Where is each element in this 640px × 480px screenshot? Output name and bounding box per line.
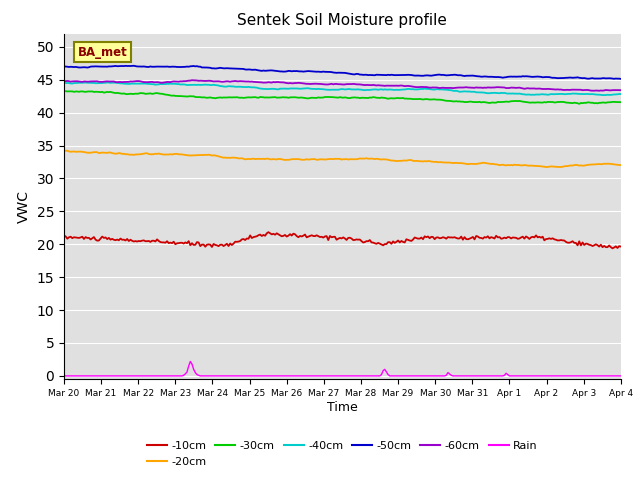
-50cm bbox=[67, 64, 74, 70]
-60cm bbox=[617, 87, 625, 93]
-30cm bbox=[524, 99, 532, 105]
-40cm bbox=[67, 81, 74, 86]
-20cm bbox=[542, 164, 550, 170]
Title: Sentek Soil Moisture profile: Sentek Soil Moisture profile bbox=[237, 13, 447, 28]
Rain bbox=[517, 373, 525, 379]
-30cm bbox=[62, 88, 70, 94]
-30cm bbox=[68, 88, 76, 94]
-30cm bbox=[575, 101, 583, 107]
Rain bbox=[60, 373, 68, 379]
-40cm bbox=[228, 84, 236, 89]
-50cm bbox=[130, 63, 138, 69]
-50cm bbox=[60, 64, 68, 70]
-60cm bbox=[60, 78, 68, 84]
Rain bbox=[67, 373, 74, 379]
-20cm bbox=[63, 148, 71, 154]
Rain bbox=[228, 373, 236, 379]
-30cm bbox=[517, 98, 525, 104]
Rain bbox=[617, 373, 625, 379]
-50cm bbox=[524, 73, 532, 79]
-20cm bbox=[185, 153, 193, 158]
Line: -10cm: -10cm bbox=[64, 232, 621, 248]
-40cm bbox=[617, 91, 625, 97]
-10cm bbox=[227, 240, 234, 246]
-10cm bbox=[60, 233, 68, 239]
Legend: -10cm, -20cm, -30cm, -40cm, -50cm, -60cm, Rain: -10cm, -20cm, -30cm, -40cm, -50cm, -60cm… bbox=[143, 437, 542, 471]
-10cm bbox=[524, 235, 532, 240]
-40cm bbox=[517, 91, 525, 97]
-50cm bbox=[228, 66, 236, 72]
-60cm bbox=[374, 83, 382, 88]
-60cm bbox=[188, 77, 196, 83]
-20cm bbox=[617, 162, 625, 168]
-60cm bbox=[228, 78, 236, 84]
-50cm bbox=[517, 74, 525, 80]
Y-axis label: VWC: VWC bbox=[17, 190, 31, 223]
Line: -30cm: -30cm bbox=[64, 91, 621, 104]
Rain bbox=[183, 369, 191, 375]
-60cm bbox=[67, 79, 74, 84]
-40cm bbox=[374, 87, 382, 93]
-10cm bbox=[374, 240, 382, 246]
-20cm bbox=[60, 148, 68, 154]
Line: -60cm: -60cm bbox=[64, 80, 621, 91]
-30cm bbox=[374, 95, 382, 101]
-40cm bbox=[524, 92, 532, 97]
Line: -50cm: -50cm bbox=[64, 66, 621, 79]
-10cm bbox=[517, 235, 525, 240]
-20cm bbox=[517, 163, 525, 168]
-60cm bbox=[517, 85, 525, 91]
Rain bbox=[374, 373, 382, 379]
-30cm bbox=[185, 94, 193, 99]
-40cm bbox=[185, 82, 193, 88]
-10cm bbox=[617, 244, 625, 250]
-40cm bbox=[598, 92, 606, 98]
X-axis label: Time: Time bbox=[327, 401, 358, 414]
-10cm bbox=[609, 245, 616, 251]
-50cm bbox=[185, 64, 193, 70]
-60cm bbox=[524, 85, 532, 91]
-50cm bbox=[617, 76, 625, 82]
-30cm bbox=[60, 89, 68, 95]
-60cm bbox=[595, 88, 603, 94]
-30cm bbox=[228, 95, 236, 100]
-10cm bbox=[183, 240, 191, 246]
-30cm bbox=[617, 99, 625, 105]
-60cm bbox=[183, 78, 191, 84]
-50cm bbox=[374, 72, 382, 78]
-10cm bbox=[67, 234, 74, 240]
Line: -20cm: -20cm bbox=[64, 151, 621, 167]
-20cm bbox=[374, 156, 382, 162]
Rain bbox=[524, 373, 532, 379]
-20cm bbox=[68, 149, 76, 155]
Line: -40cm: -40cm bbox=[64, 83, 621, 95]
Rain bbox=[186, 359, 194, 364]
-20cm bbox=[524, 163, 532, 168]
-10cm bbox=[264, 229, 272, 235]
-40cm bbox=[104, 80, 111, 85]
-20cm bbox=[228, 155, 236, 160]
Line: Rain: Rain bbox=[64, 361, 621, 376]
Text: BA_met: BA_met bbox=[78, 46, 127, 59]
-40cm bbox=[60, 80, 68, 86]
